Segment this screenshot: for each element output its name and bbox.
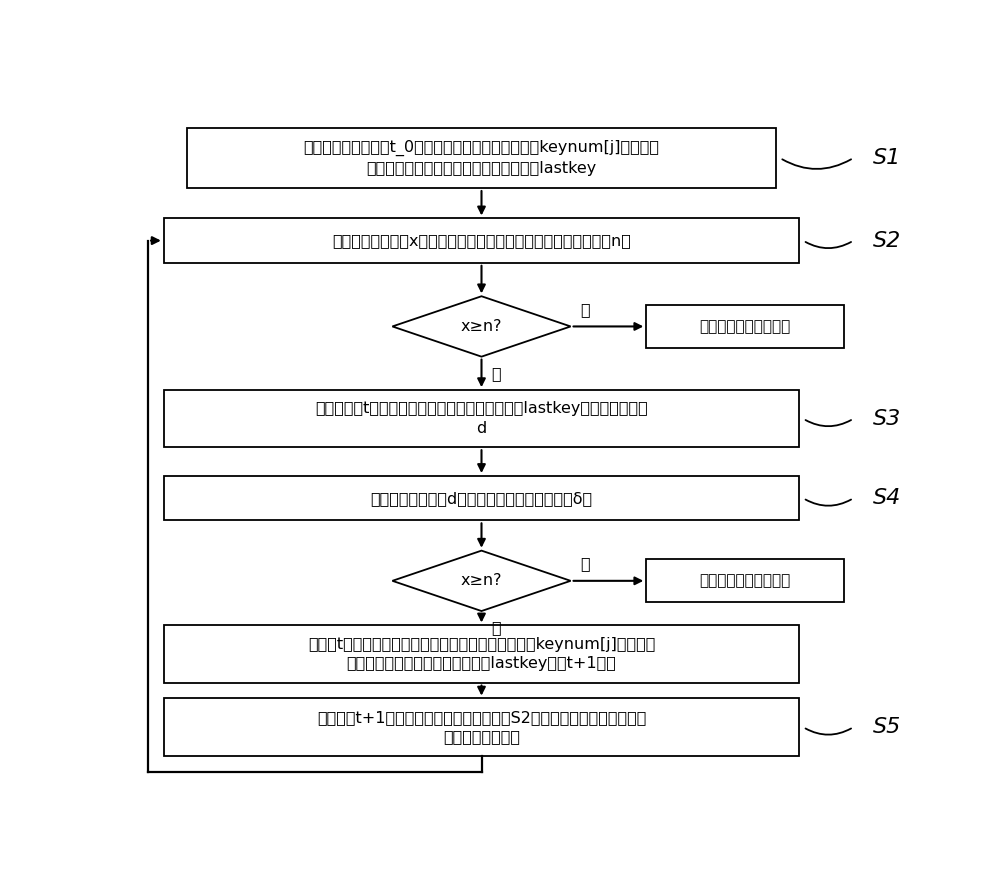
Text: S3: S3 (873, 409, 901, 429)
Text: 判断所述循环变量x的变量值是否大于或等于所述运动序列的长度n，: 判断所述循环变量x的变量值是否大于或等于所述运动序列的长度n， (332, 233, 631, 248)
FancyBboxPatch shape (164, 476, 799, 520)
FancyBboxPatch shape (646, 559, 844, 602)
Text: 否: 否 (491, 367, 500, 381)
Text: S1: S1 (873, 148, 901, 168)
Text: 计算当前帧t和当前为止搜索到最后的所述关键帧lastkey之间的帧间距离
d: 计算当前帧t和当前为止搜索到最后的所述关键帧lastkey之间的帧间距离 d (315, 401, 648, 436)
Text: S4: S4 (873, 488, 901, 508)
FancyBboxPatch shape (164, 219, 799, 263)
Text: 将所述第t+1帧作为当前帧并返回所述步骤S2，直至完成对所述运动序列
的关键帧的提取。: 将所述第t+1帧作为当前帧并返回所述步骤S2，直至完成对所述运动序列 的关键帧的… (317, 710, 646, 745)
Text: 将运动序列的第一帧t_0作为关键帧加入到关键帧集合keynum[j]中，并确
定当前为止搜索到最后的关键帧为关键帧lastkey: 将运动序列的第一帧t_0作为关键帧加入到关键帧集合keynum[j]中，并确 定… (304, 140, 660, 176)
FancyBboxPatch shape (187, 128, 776, 188)
Text: 是: 是 (580, 301, 590, 317)
Text: S2: S2 (873, 231, 901, 251)
FancyBboxPatch shape (164, 698, 799, 756)
Text: 终止关键帧提取过程；: 终止关键帧提取过程； (699, 574, 791, 589)
Text: 判断所述帧间距离d是否大于或等于一预设阈值δ，: 判断所述帧间距离d是否大于或等于一预设阈值δ， (370, 491, 593, 506)
Text: x≥n?: x≥n? (461, 319, 502, 334)
Polygon shape (392, 550, 571, 611)
Polygon shape (392, 296, 571, 357)
Text: x≥n?: x≥n? (461, 574, 502, 589)
Text: 是: 是 (491, 621, 500, 636)
Text: S5: S5 (873, 717, 901, 737)
Text: 否: 否 (580, 557, 590, 571)
Text: 终止关键帧提取过程；: 终止关键帧提取过程； (699, 319, 791, 334)
FancyBboxPatch shape (646, 305, 844, 348)
FancyBboxPatch shape (164, 625, 799, 682)
FancyBboxPatch shape (164, 390, 799, 447)
Text: 则将第t帧作为关键帧被提取并保存在所述关键帧集合keynum[j]中，并使
当前为止搜索到最后的所述关键帧lastkey为第t+1帧；: 则将第t帧作为关键帧被提取并保存在所述关键帧集合keynum[j]中，并使 当前… (308, 637, 655, 672)
